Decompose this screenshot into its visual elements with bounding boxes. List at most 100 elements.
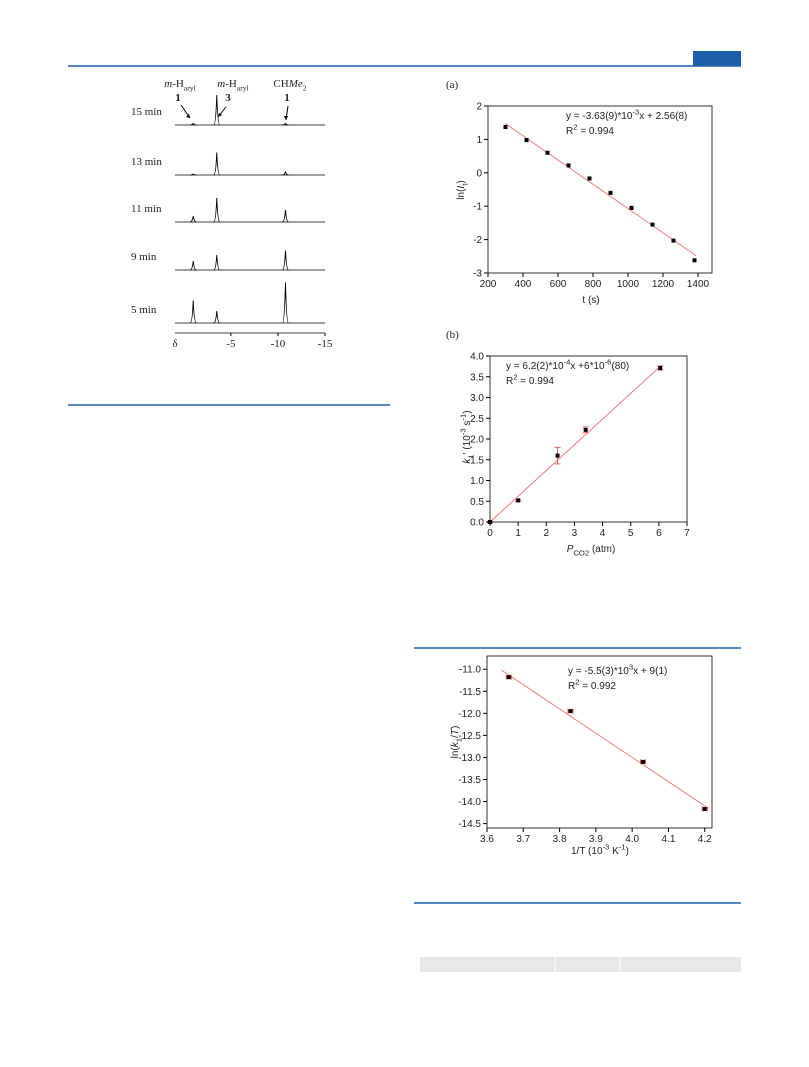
x-tick-label: -10	[271, 338, 286, 350]
peak	[213, 197, 221, 223]
x-tick-label: 2	[544, 528, 550, 539]
text-run: x + 9(1)	[633, 666, 667, 677]
text-run: )	[626, 846, 629, 857]
text-run: I	[456, 186, 467, 189]
x-tick-label: 4.1	[661, 834, 675, 845]
x-tick-label: 1200	[652, 279, 675, 290]
y-tick-label: 0.0	[470, 518, 484, 529]
table-header-bar	[420, 957, 741, 972]
y-tick-label: -12.0	[458, 709, 481, 720]
text-run: 1	[466, 454, 475, 458]
data-point	[587, 176, 592, 181]
trace-label: 5 min	[131, 304, 157, 316]
y-tick-label: 2	[476, 102, 482, 113]
peak	[282, 170, 289, 176]
x-tick-label: 600	[550, 279, 567, 290]
y-tick-label: -12.5	[458, 731, 481, 742]
text-run: = 0.994	[578, 126, 615, 137]
text-run: CH	[273, 78, 288, 90]
y-tick-label: 2.0	[470, 435, 484, 446]
arrow-head	[218, 113, 222, 117]
data-point	[608, 190, 613, 195]
text-run: R	[568, 681, 575, 692]
y-tick-label: -2	[473, 235, 482, 246]
text-run: -3	[459, 428, 468, 435]
x-tick-label: 3.9	[589, 834, 603, 845]
peak-annotation: m-Haryl	[217, 78, 249, 92]
data-point	[568, 709, 573, 714]
peak	[282, 122, 289, 126]
text-run: k	[450, 741, 461, 747]
text-run: T	[450, 728, 461, 735]
arrow-head	[284, 116, 288, 120]
text-run: P	[567, 544, 574, 555]
trace-label: 9 min	[131, 251, 157, 263]
text-run: -3	[632, 108, 639, 117]
y-tick-label: 1	[476, 135, 482, 146]
x-tick-label: 7	[684, 528, 690, 539]
y-tick-label: 2.5	[470, 414, 484, 425]
text-run: )	[456, 180, 467, 183]
data-point	[658, 366, 663, 371]
x-tick-label: 0	[487, 528, 493, 539]
data-point	[506, 675, 511, 680]
y-tick-label: -14.5	[458, 819, 481, 830]
x-axis-label: PCO2 (atm)	[567, 544, 616, 557]
text-run: Me	[288, 78, 303, 90]
fit-equation: y = -5.5(3)*103x + 9(1)	[568, 663, 667, 677]
text-run: s	[462, 421, 473, 429]
text-run: 1/T (10	[571, 846, 603, 857]
data-point	[545, 150, 550, 155]
text-run: m	[217, 78, 225, 90]
y-tick-label: -11.5	[459, 687, 481, 698]
data-point	[503, 125, 508, 130]
y-tick-label: -3	[473, 269, 482, 280]
x-axis-label: 1/T (10-3 K-1)	[571, 843, 629, 857]
text-run: 2	[575, 678, 579, 687]
peak	[282, 250, 289, 271]
text-run: m	[164, 78, 172, 90]
text-run: 1	[454, 738, 463, 742]
x-tick-label: 3.6	[480, 834, 494, 845]
x-tick-label: 1400	[687, 279, 710, 290]
peak	[282, 282, 289, 324]
text-run: ln(	[456, 188, 467, 200]
peak	[190, 122, 197, 126]
x-tick-label: 3.8	[553, 834, 567, 845]
text-run: ' (10	[462, 435, 473, 455]
y-tick-label: 4.0	[470, 352, 484, 363]
y-tick-label: 0.5	[470, 497, 484, 508]
data-point	[516, 498, 521, 503]
data-point	[488, 520, 492, 524]
compound-label: 1	[175, 92, 181, 104]
text-run: ln(	[450, 747, 461, 759]
y-tick-label: 1.0	[470, 476, 484, 487]
text-run: 2	[573, 123, 577, 132]
text-run: 2	[303, 83, 307, 92]
text-run: /	[450, 735, 461, 738]
x-tick-label: 200	[480, 279, 497, 290]
text-run: R	[566, 126, 573, 137]
text-run: k	[462, 458, 473, 464]
x-tick-label: 4	[600, 528, 606, 539]
panel-label: (b)	[446, 329, 459, 341]
text-run: aryl	[184, 83, 196, 92]
y-axis-label: ln(k1/T)	[450, 726, 463, 759]
x-tick-label: 6	[656, 528, 662, 539]
text-run: -4	[564, 358, 572, 367]
text-run: aryl	[237, 83, 249, 92]
text-run: -H	[225, 78, 237, 90]
y-axis-label: ln(It)	[456, 180, 469, 199]
y-tick-label: 0	[476, 168, 482, 179]
x-tick-label: 1000	[617, 279, 640, 290]
text-run: x + 2.56(8)	[639, 111, 687, 122]
compound-label: 1	[284, 92, 290, 104]
fit-equation: y = -3.63(9)*10-3x + 2.56(8)	[566, 108, 687, 122]
x-tick-label: 5	[628, 528, 634, 539]
y-tick-label: -11.0	[459, 665, 481, 676]
fit-line	[501, 669, 709, 809]
peak	[190, 260, 197, 271]
